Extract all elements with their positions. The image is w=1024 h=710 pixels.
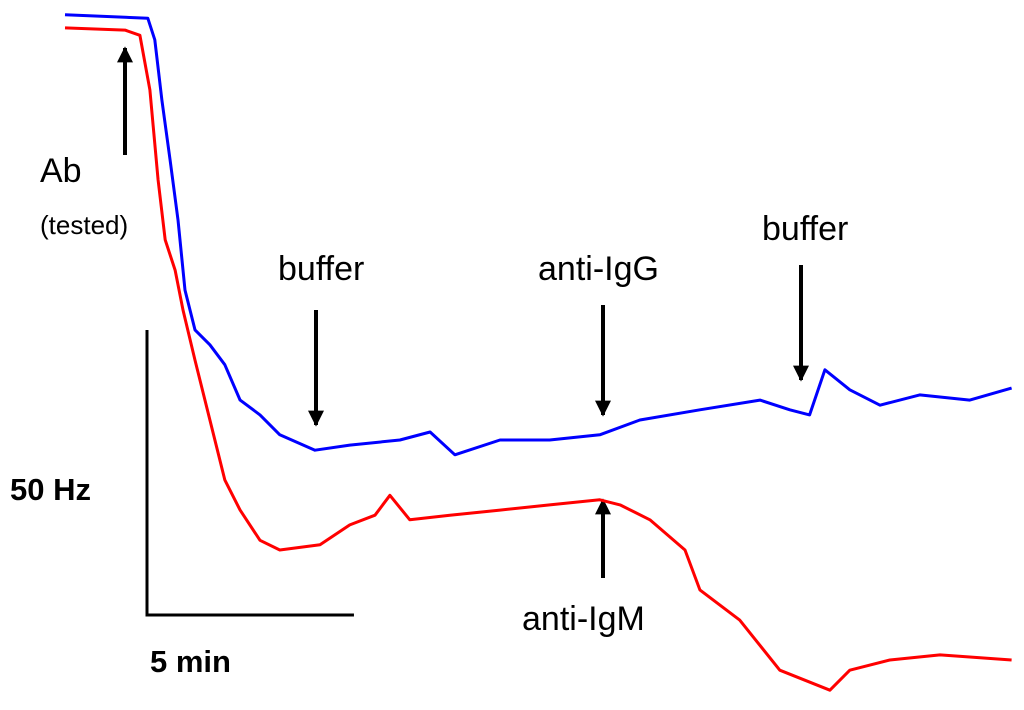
trace — [64, 13, 1013, 457]
annotation: anti-IgG — [538, 250, 659, 288]
annotation: buffer — [762, 210, 848, 248]
trace — [64, 26, 1012, 692]
scale-label: 50 Hz — [10, 472, 91, 507]
annotation: (tested) — [40, 210, 128, 240]
annotation: anti-IgM — [522, 600, 645, 638]
annotation: Ab — [40, 152, 82, 190]
annotation: buffer — [278, 250, 364, 288]
scale-label: 5 min — [150, 644, 231, 679]
